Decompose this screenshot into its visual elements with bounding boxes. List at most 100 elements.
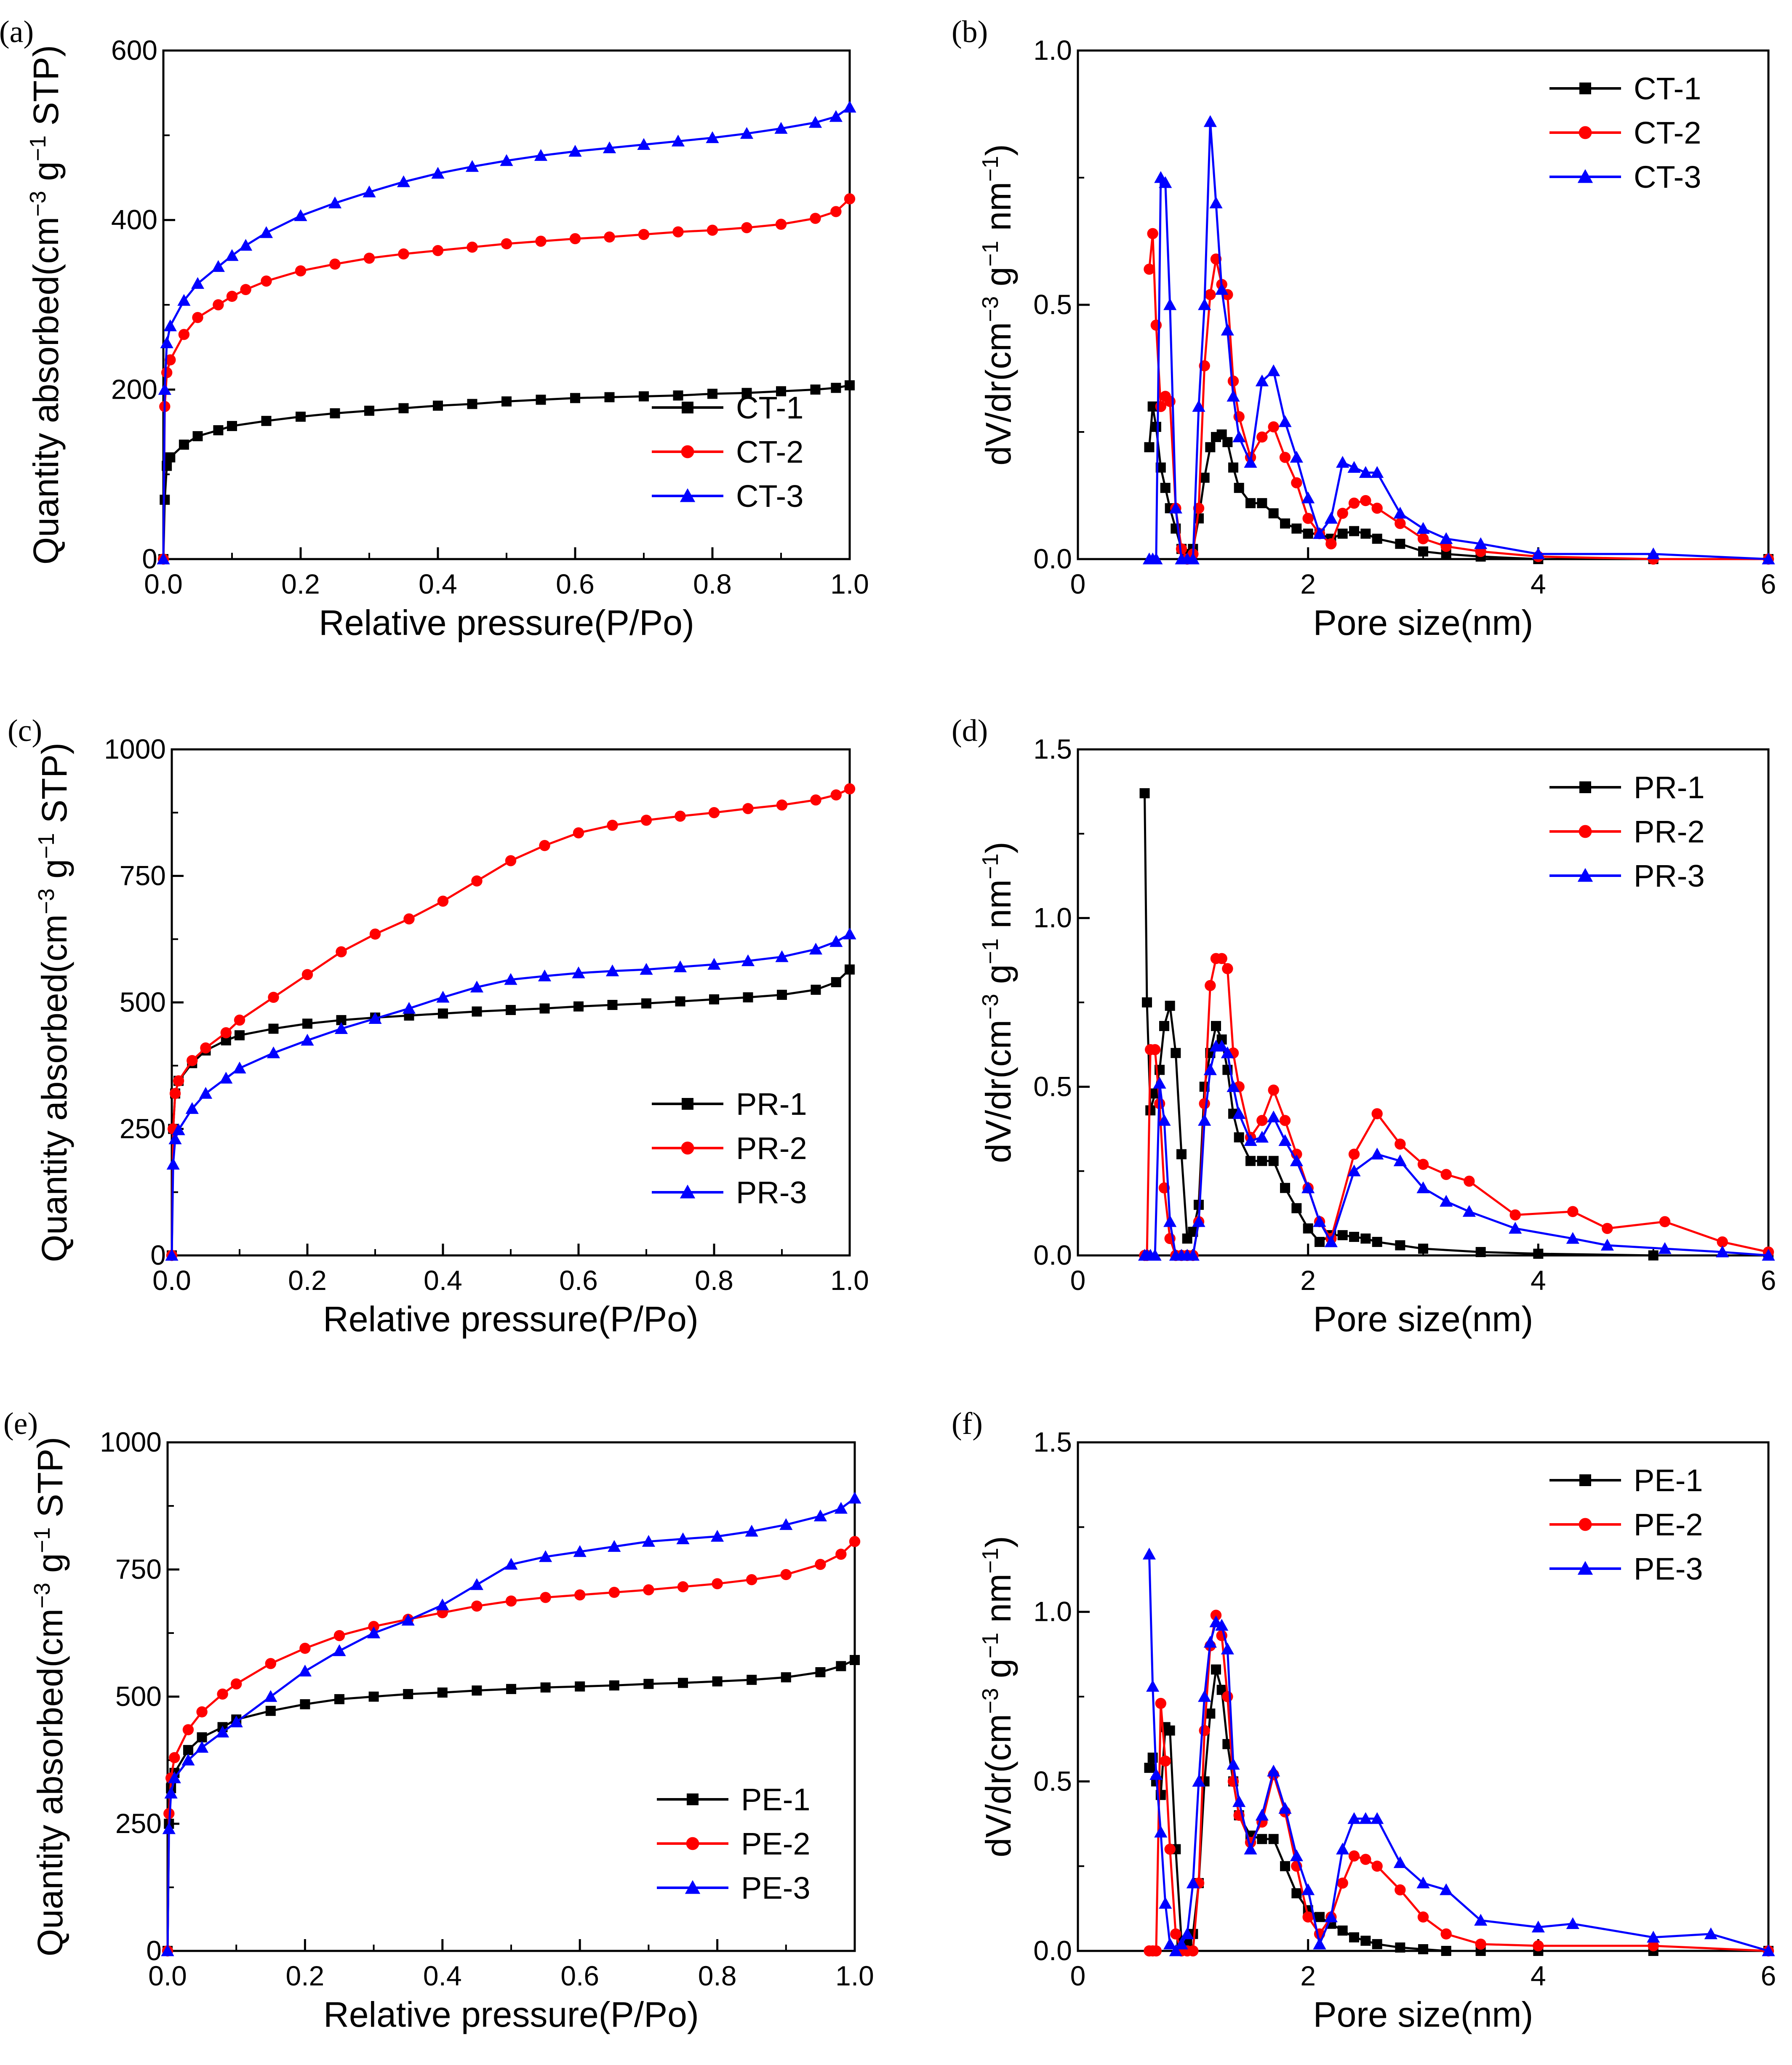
data-point (1704, 1927, 1717, 1940)
data-point (741, 222, 752, 233)
x-tick-label: 1.0 (835, 1960, 874, 1991)
data-point (1165, 1001, 1175, 1011)
data-point (295, 265, 307, 277)
data-point (368, 1692, 379, 1702)
data-point (1256, 1115, 1268, 1126)
data-point (1257, 1834, 1267, 1844)
data-point (1149, 1044, 1161, 1055)
y-axis-label: Quantity absorbed(cm−3 g−1 STP) (34, 743, 74, 1262)
data-point (1301, 491, 1315, 504)
data-point (745, 1524, 758, 1537)
data-point (1302, 1911, 1314, 1923)
data-point (1371, 1108, 1383, 1119)
data-point (1717, 1236, 1728, 1248)
data-point (301, 969, 313, 981)
data-point (539, 1550, 552, 1562)
legend-marker (1579, 825, 1592, 838)
data-point (1187, 1945, 1199, 1957)
data-point (1164, 1844, 1176, 1855)
y-label-text: g (979, 266, 1018, 296)
data-point (1359, 1812, 1372, 1824)
data-point (1360, 528, 1371, 539)
data-point (1154, 1825, 1168, 1838)
data-point (1139, 788, 1150, 799)
data-point (265, 1658, 276, 1669)
data-point (402, 1002, 416, 1014)
y-axis-label: dV/dr(cm−3 g−1 nm−1) (978, 1536, 1018, 1857)
data-point (437, 1687, 448, 1698)
data-point (301, 1034, 314, 1046)
data-point (294, 209, 307, 221)
data-point (1371, 1860, 1383, 1872)
data-point (1150, 1945, 1162, 1957)
data-point (1395, 1138, 1406, 1150)
data-point (506, 1005, 516, 1015)
data-point (1716, 1245, 1729, 1258)
y-label-superscript: −1 (34, 833, 59, 859)
data-point (1416, 1181, 1430, 1194)
data-point (158, 383, 171, 395)
data-point (535, 235, 547, 247)
data-point (1303, 1223, 1313, 1234)
x-tick-label: 0.8 (695, 1265, 733, 1296)
data-point (501, 396, 512, 407)
data-point (1440, 1928, 1452, 1940)
data-point (1348, 497, 1360, 509)
data-point (1393, 1856, 1407, 1868)
data-point (1198, 1114, 1211, 1126)
data-point (161, 1944, 174, 1956)
data-point (1337, 1925, 1348, 1936)
data-point (398, 248, 409, 260)
data-point (673, 960, 687, 973)
data-point (1291, 1888, 1302, 1899)
data-point (1221, 1642, 1234, 1655)
data-point (534, 149, 548, 161)
data-point (830, 789, 842, 801)
data-point (1418, 1944, 1428, 1954)
data-point (1268, 508, 1279, 519)
data-point (216, 1725, 229, 1738)
data-point (1290, 1154, 1303, 1167)
data-point (1417, 1911, 1429, 1923)
data-point (1256, 431, 1268, 443)
y-tick-label: 0.5 (1033, 289, 1072, 320)
data-point (1371, 466, 1384, 478)
data-point (192, 312, 203, 323)
data-point (505, 1595, 517, 1607)
data-point (676, 1532, 690, 1544)
data-point (1395, 538, 1405, 549)
data-point (1509, 1209, 1521, 1221)
data-point (536, 394, 546, 405)
data-point (1203, 115, 1217, 127)
data-point (608, 1540, 621, 1552)
data-point (1337, 508, 1348, 519)
data-point (160, 336, 173, 349)
data-point (1441, 1946, 1451, 1956)
data-point (747, 1675, 757, 1685)
data-point (265, 1705, 276, 1716)
data-point (707, 389, 717, 399)
data-point (1160, 482, 1171, 493)
data-point (1159, 1021, 1169, 1031)
data-point (740, 127, 754, 139)
data-point (161, 367, 173, 378)
data-point (1533, 1940, 1544, 1952)
data-point (213, 299, 224, 311)
data-point (1533, 1248, 1544, 1259)
data-point (1232, 1107, 1246, 1119)
y-label-text: nm (979, 182, 1018, 241)
data-point (470, 981, 484, 993)
legend-label: PR-1 (1634, 770, 1705, 805)
data-point (164, 1786, 178, 1799)
data-point (643, 1584, 654, 1596)
data-point (1192, 400, 1205, 412)
data-point (809, 943, 823, 955)
panel-label: (a) (0, 15, 34, 49)
data-point (829, 935, 843, 947)
legend-marker (1579, 781, 1591, 793)
data-point (1464, 1175, 1475, 1187)
data-point (240, 284, 251, 295)
data-point (191, 277, 205, 289)
y-label-superscript: −3 (978, 1688, 1003, 1714)
data-point (1268, 1156, 1279, 1166)
